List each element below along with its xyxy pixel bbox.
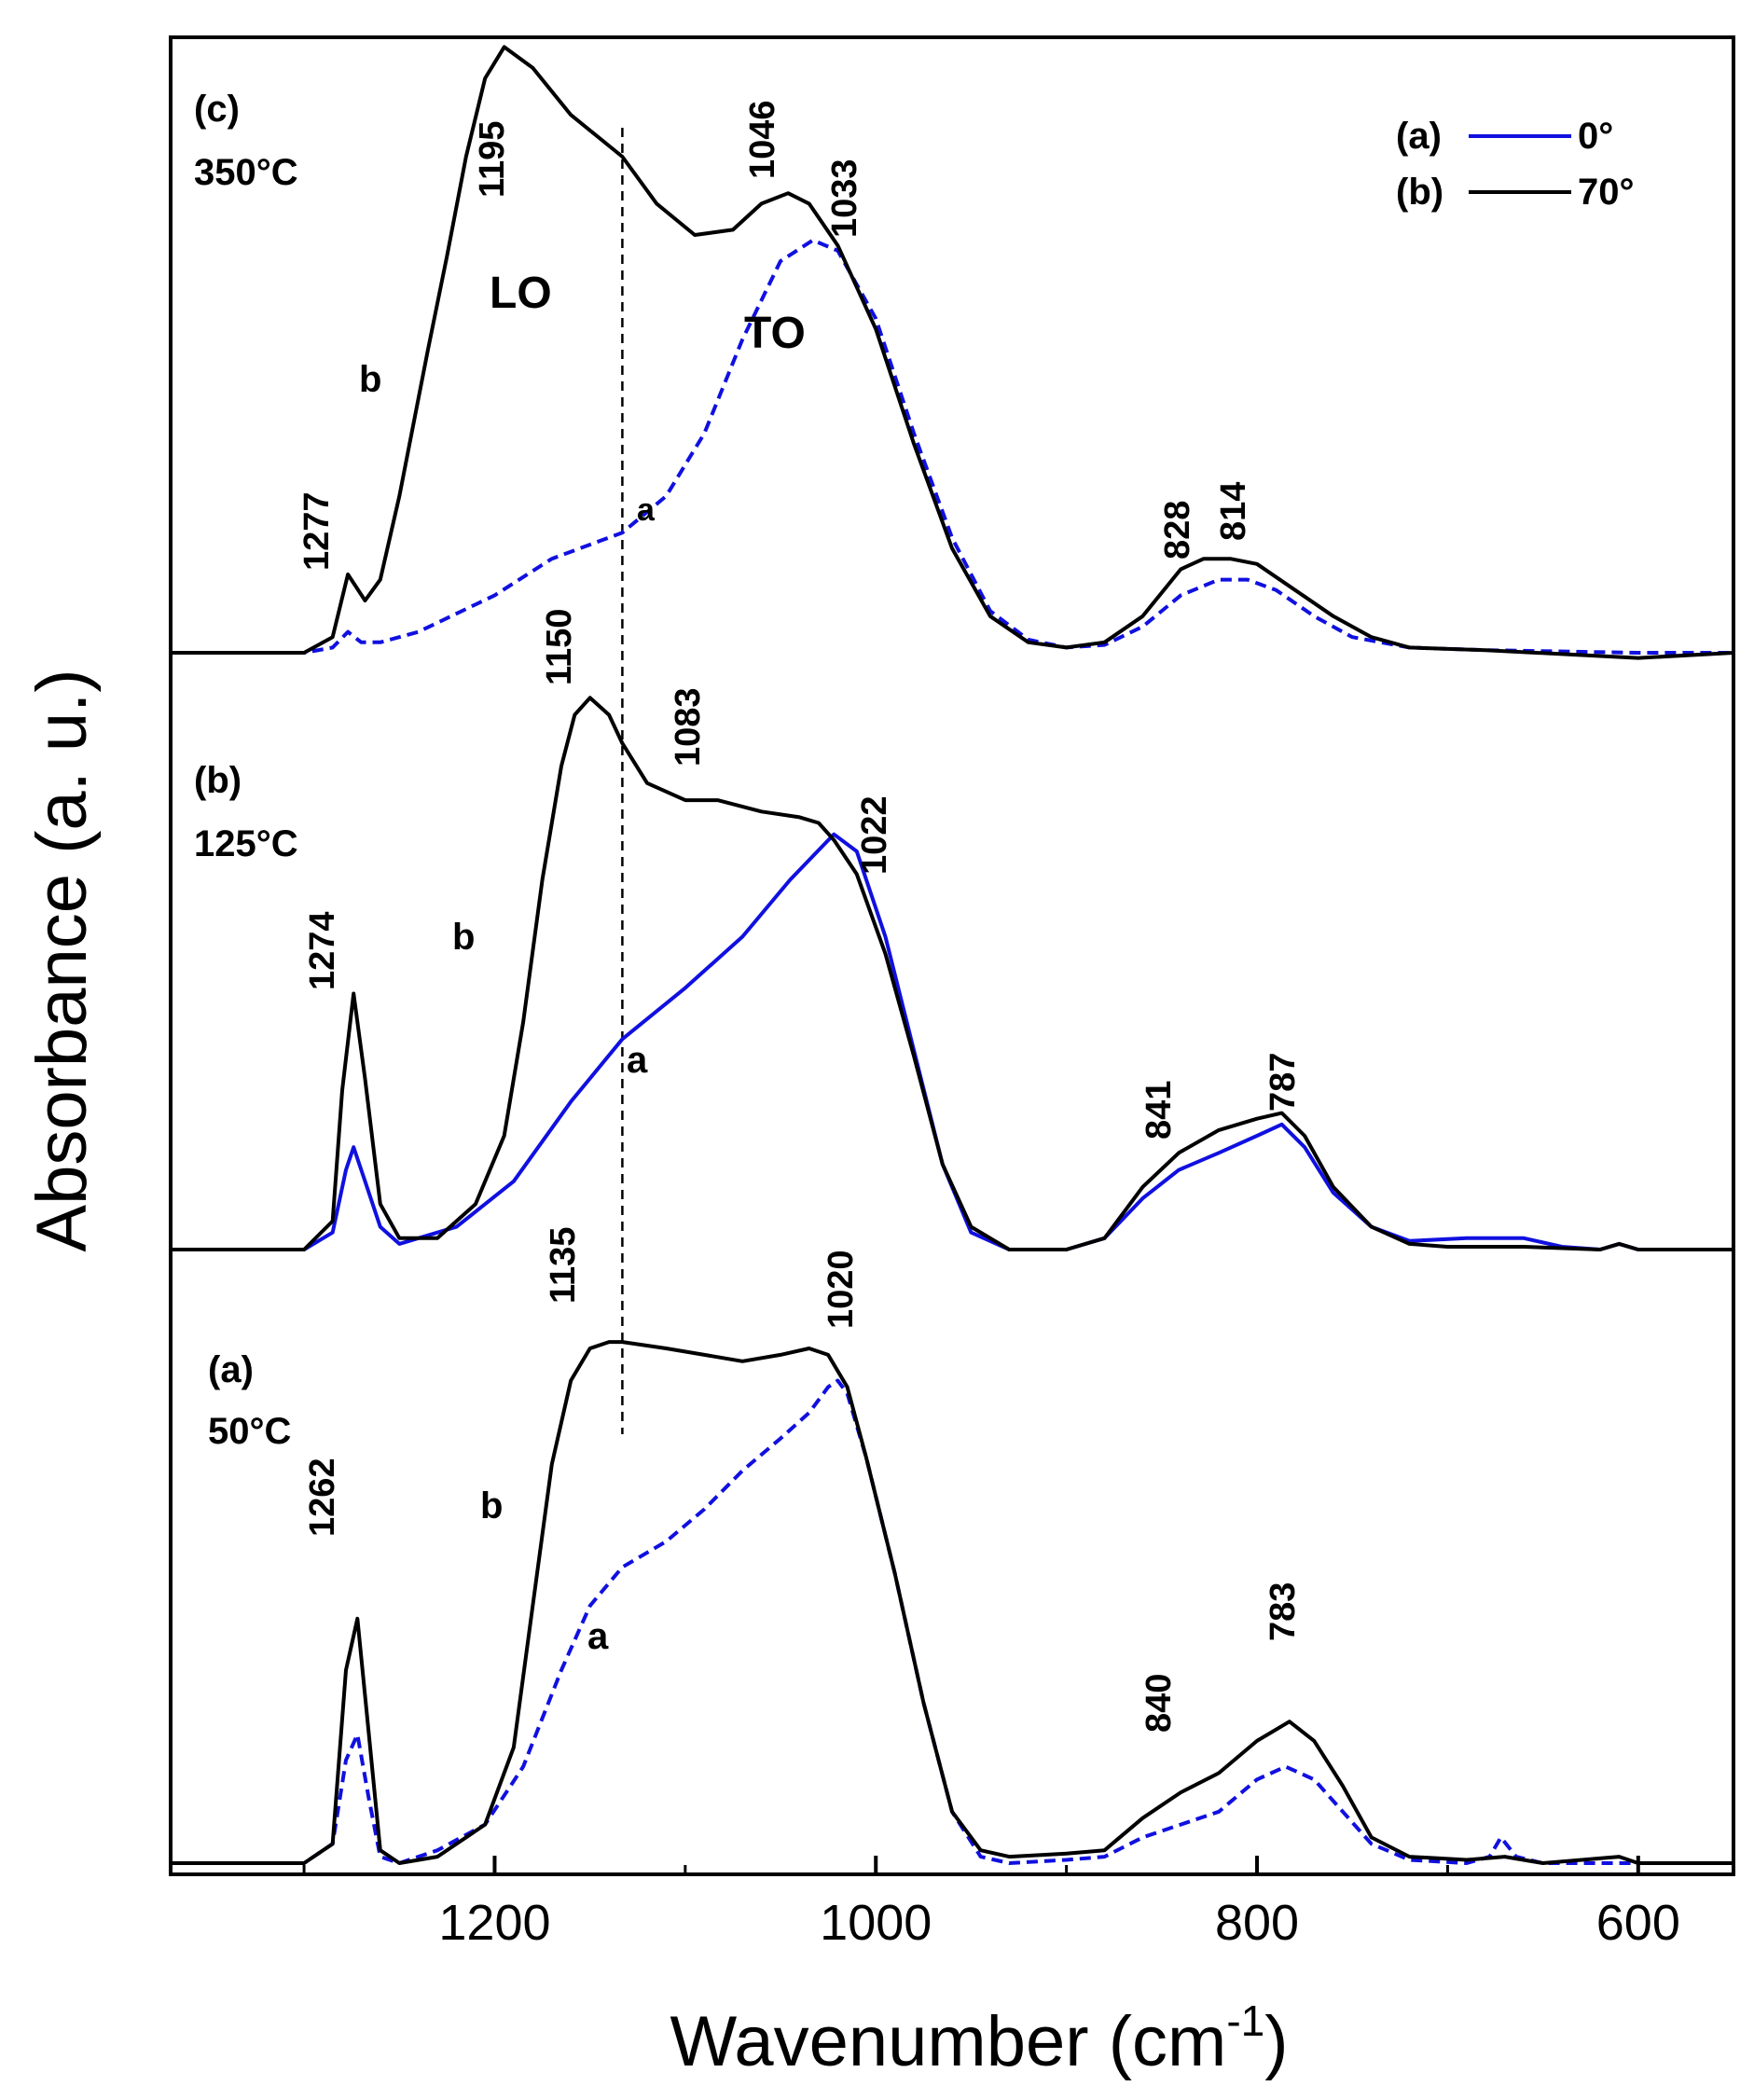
legend: (a) 0° (b) 70° xyxy=(1396,116,1635,213)
panel-c-curve-b-label: b xyxy=(359,359,381,400)
x-tick-label-600: 600 xyxy=(1596,1895,1680,1951)
panel-b-curve-b xyxy=(171,696,1733,1251)
panel-c-curve-a xyxy=(171,238,1733,655)
plot-frame xyxy=(169,35,1735,1876)
panel-c-to-label: TO xyxy=(744,309,806,358)
panel-c-label: (c) xyxy=(194,89,240,130)
panel-c-curve-b xyxy=(171,45,1734,660)
peak-label-840: 840 xyxy=(1139,1674,1179,1733)
peak-label-1083: 1083 xyxy=(669,687,708,767)
x-tick-label-800: 800 xyxy=(1215,1895,1299,1951)
panel-b-curve-b-label: b xyxy=(452,917,475,958)
panel-a-label: (a) xyxy=(208,1349,254,1390)
panel-c-temperature: 350°C xyxy=(194,152,298,193)
peak-label-828: 828 xyxy=(1158,501,1197,560)
x-axis-label-unit: (cm xyxy=(1109,2002,1227,2081)
panel-b-annotations: (b) 125°C b a 1274 1150 1083 1022 841 78… xyxy=(194,609,1303,1140)
panel-c-lo-label: LO xyxy=(490,269,552,318)
peak-label-1135: 1135 xyxy=(544,1227,583,1304)
x-tick-label-1200: 1200 xyxy=(438,1895,550,1951)
x-axis-label: Wavenumber (cm-1) xyxy=(670,1996,1288,2081)
peak-label-1022: 1022 xyxy=(855,795,894,875)
peak-label-1274: 1274 xyxy=(303,911,342,990)
legend-a-label: 0° xyxy=(1578,116,1613,157)
peak-label-841: 841 xyxy=(1139,1081,1179,1140)
panel-b-temperature: 125°C xyxy=(194,823,298,864)
peak-label-1150: 1150 xyxy=(540,609,579,685)
x-axis-label-unit-sup: -1 xyxy=(1226,1996,1264,2045)
legend-a-tag: (a) xyxy=(1396,116,1442,157)
x-axis-ticks: 1200 1000 800 600 xyxy=(302,1856,1680,1951)
panel-c-curve-a-label: a xyxy=(637,492,656,528)
peak-label-1262: 1262 xyxy=(303,1458,342,1537)
peak-label-1195: 1195 xyxy=(473,121,512,198)
panel-b-curve-a-label: a xyxy=(627,1040,648,1081)
panel-a-curve-b-label: b xyxy=(480,1485,503,1527)
panel-a-temperature: 50°C xyxy=(208,1411,291,1452)
x-axis-label-unit-close: ) xyxy=(1264,2002,1288,2081)
peak-label-783: 783 xyxy=(1264,1582,1303,1641)
y-axis-label: Absorbance (a. u.) xyxy=(22,669,102,1251)
panel-a-curve-b xyxy=(171,1340,1733,1865)
panel-b-label: (b) xyxy=(194,760,242,801)
peak-label-1020: 1020 xyxy=(822,1250,861,1329)
panel-a-curve-a-label: a xyxy=(587,1616,609,1657)
spectral-curves xyxy=(171,45,1734,1865)
x-tick-label-1000: 1000 xyxy=(820,1895,932,1951)
x-axis-label-text: Wavenumber xyxy=(670,2002,1088,2081)
legend-b-tag: (b) xyxy=(1396,172,1443,213)
legend-b-label: 70° xyxy=(1578,172,1635,213)
peak-label-1046: 1046 xyxy=(743,100,782,179)
peak-label-814: 814 xyxy=(1214,482,1253,541)
panel-a-annotations: (a) 50°C b a 1262 1135 1020 840 783 xyxy=(208,1227,1303,1733)
peak-label-1033: 1033 xyxy=(825,159,864,238)
peak-label-787: 787 xyxy=(1264,1053,1303,1112)
panel-c-annotations: (c) 350°C LO TO b a 1277 1195 1046 1033 … xyxy=(194,89,1253,571)
peak-label-1277: 1277 xyxy=(297,491,337,571)
panel-a-curve-a xyxy=(171,1378,1733,1865)
